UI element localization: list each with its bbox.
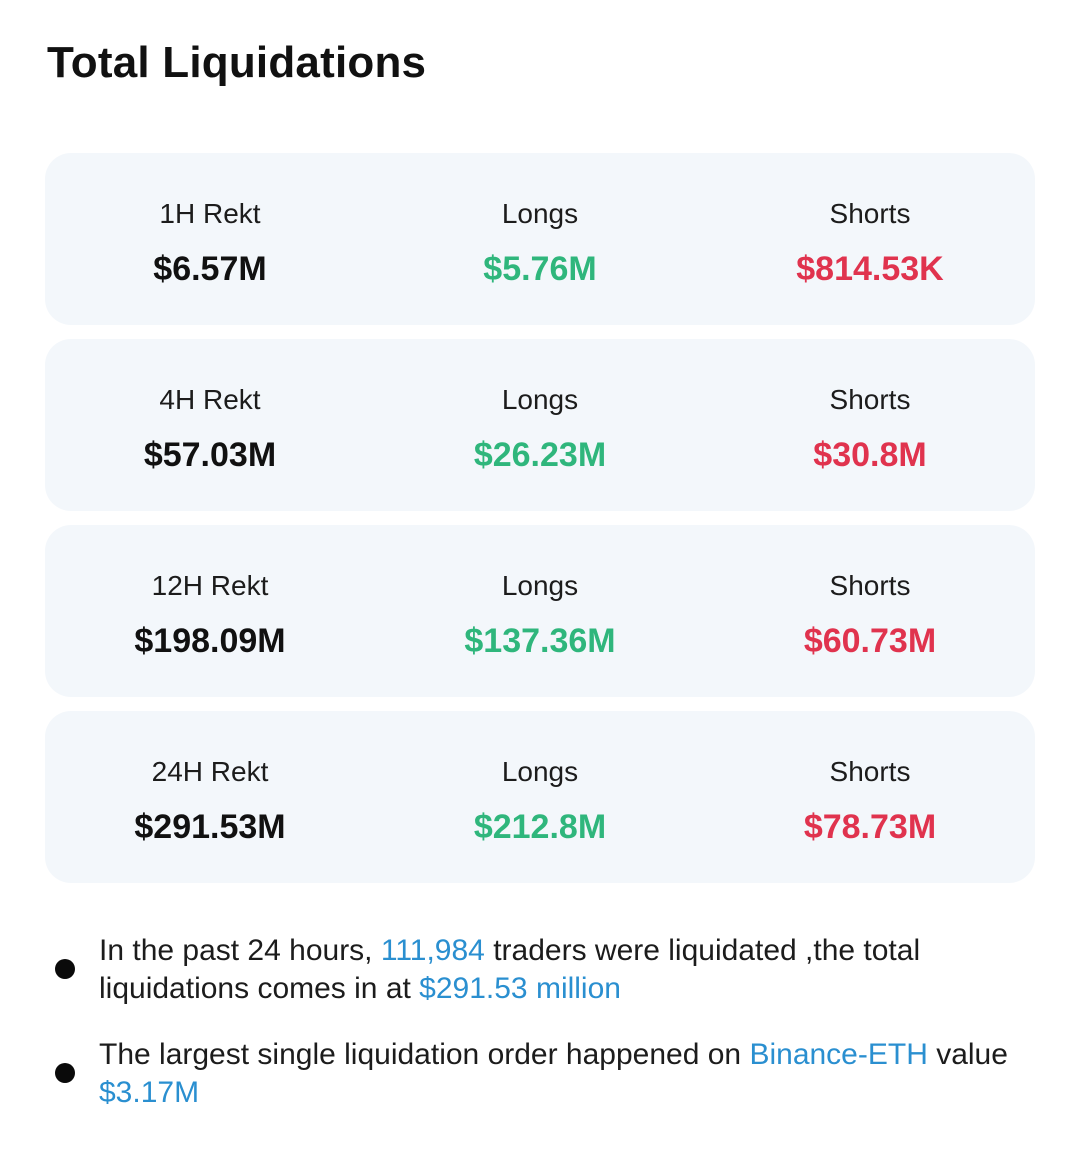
summary-notes: In the past 24 hours, 111,984 traders we… <box>55 932 1045 1140</box>
total-value: $291.53M <box>134 808 286 846</box>
total-liquidation-link[interactable]: $291.53 million <box>419 972 621 1005</box>
longs-value: $212.8M <box>473 808 607 846</box>
longs-label: Longs <box>501 570 579 601</box>
longs-cell: Longs $212.8M <box>375 711 705 883</box>
shorts-value: $30.8M <box>813 436 927 474</box>
shorts-label: Shorts <box>829 384 911 415</box>
shorts-label: Shorts <box>829 198 911 229</box>
period-label: 24H Rekt <box>151 756 269 787</box>
note-item-largest-order: The largest single liquidation order hap… <box>55 1036 1045 1112</box>
liquidation-cards: 1H Rekt $6.57M Longs $5.76M Shorts $814.… <box>45 153 1035 897</box>
period-label: 12H Rekt <box>151 570 269 601</box>
longs-value: $26.23M <box>473 436 607 474</box>
shorts-cell: Shorts $814.53K <box>705 153 1035 325</box>
largest-order-value-link[interactable]: $3.17M <box>99 1076 200 1109</box>
liquidation-card-24h: 24H Rekt $291.53M Longs $212.8M Shorts $… <box>45 711 1035 883</box>
period-label: 4H Rekt <box>159 384 261 415</box>
shorts-value: $78.73M <box>803 808 937 846</box>
total-value: $6.57M <box>153 250 267 288</box>
bullet-icon <box>55 959 75 979</box>
total-cell: 12H Rekt $198.09M <box>45 525 375 697</box>
note-text: The largest single liquidation order hap… <box>99 1038 750 1071</box>
exchange-pair-link[interactable]: Binance-ETH <box>749 1038 928 1071</box>
total-value: $198.09M <box>134 622 286 660</box>
longs-cell: Longs $26.23M <box>375 339 705 511</box>
bullet-icon <box>55 1063 75 1083</box>
shorts-value: $814.53K <box>796 250 944 288</box>
longs-value: $137.36M <box>464 622 616 660</box>
note-text: value <box>927 1038 1008 1071</box>
traders-count-link[interactable]: 111,984 <box>380 934 485 967</box>
shorts-label: Shorts <box>829 570 911 601</box>
longs-label: Longs <box>501 198 579 229</box>
liquidation-card-4h: 4H Rekt $57.03M Longs $26.23M Shorts $30… <box>45 339 1035 511</box>
note-item-traders: In the past 24 hours, 111,984 traders we… <box>55 932 1045 1008</box>
page-title: Total Liquidations <box>47 38 427 87</box>
shorts-label: Shorts <box>829 756 911 787</box>
shorts-cell: Shorts $30.8M <box>705 339 1035 511</box>
liquidation-card-12h: 12H Rekt $198.09M Longs $137.36M Shorts … <box>45 525 1035 697</box>
note-text: traders were liquidated ,the total liqui… <box>99 934 921 1005</box>
total-cell: 4H Rekt $57.03M <box>45 339 375 511</box>
total-cell: 1H Rekt $6.57M <box>45 153 375 325</box>
period-label: 1H Rekt <box>159 198 261 229</box>
longs-cell: Longs $137.36M <box>375 525 705 697</box>
shorts-cell: Shorts $60.73M <box>705 525 1035 697</box>
liquidation-card-1h: 1H Rekt $6.57M Longs $5.76M Shorts $814.… <box>45 153 1035 325</box>
longs-value: $5.76M <box>483 250 597 288</box>
shorts-value: $60.73M <box>803 622 937 660</box>
total-cell: 24H Rekt $291.53M <box>45 711 375 883</box>
longs-cell: Longs $5.76M <box>375 153 705 325</box>
note-text: In the past 24 hours, <box>99 934 381 967</box>
longs-label: Longs <box>501 756 579 787</box>
shorts-cell: Shorts $78.73M <box>705 711 1035 883</box>
longs-label: Longs <box>501 384 579 415</box>
total-value: $57.03M <box>143 436 277 474</box>
